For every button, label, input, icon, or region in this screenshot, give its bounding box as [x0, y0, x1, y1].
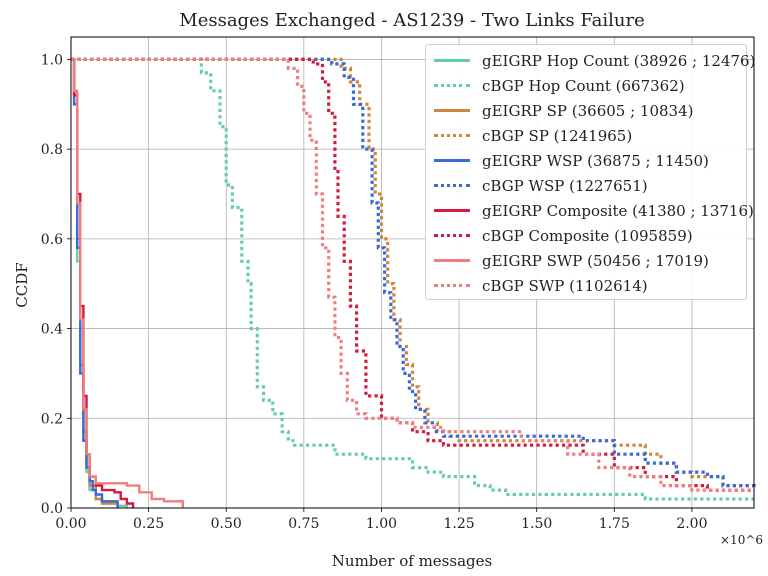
legend-item: gEIGRP SP (36605 ; 10834) [434, 98, 693, 123]
y-tick-label: 0.0 [41, 501, 63, 517]
x-axis-multiplier: ×10^6 [720, 533, 764, 547]
legend-swatch [434, 184, 470, 187]
legend-label: gEIGRP WSP (36875 ; 11450) [482, 151, 709, 170]
legend-swatch [434, 159, 470, 162]
legend-swatch [434, 134, 470, 137]
axes-frame [70, 36, 755, 509]
x-tick-label: 0.75 [288, 516, 319, 532]
legend-item: gEIGRP Hop Count (38926 ; 12476) [434, 48, 755, 73]
series-line-2 [71, 57, 754, 501]
y-tick-label: 0.2 [41, 411, 63, 427]
chart-title: Messages Exchanged - AS1239 - Two Links … [179, 10, 645, 31]
legend-label: gEIGRP SP (36605 ; 10834) [482, 101, 694, 120]
legend-label: cBGP SP (1241965) [482, 126, 633, 145]
series-line-9 [71, 58, 184, 508]
x-tick-label: 1.75 [599, 516, 630, 532]
legend-item: gEIGRP Composite (41380 ; 13716) [434, 198, 754, 223]
series-line-10 [71, 57, 754, 492]
legend-label: cBGP Composite (1095859) [482, 226, 693, 245]
legend-label: cBGP Hop Count (667362) [482, 76, 685, 95]
legend-swatch [434, 209, 470, 212]
x-tick-label: 1.25 [443, 516, 474, 532]
x-tick-label: 2.00 [676, 516, 707, 532]
legend-item: gEIGRP SWP (50456 ; 17019) [434, 248, 709, 273]
legend-label: cBGP SWP (1102614) [482, 276, 648, 295]
legend-label: cBGP WSP (1227651) [482, 176, 648, 195]
legend-label: gEIGRP Hop Count (38926 ; 12476) [482, 51, 756, 70]
legend-item: gEIGRP WSP (36875 ; 11450) [434, 148, 709, 173]
x-tick-label: 0.50 [211, 516, 242, 532]
x-axis-label: Number of messages [331, 552, 493, 570]
legend-item: cBGP SP (1241965) [434, 123, 632, 148]
legend-item: cBGP Composite (1095859) [434, 223, 693, 248]
legend-label: gEIGRP Composite (41380 ; 13716) [482, 201, 754, 220]
x-tick-label: 0.00 [55, 516, 86, 532]
y-tick-label: 0.8 [41, 142, 63, 158]
x-tick-label: 0.25 [133, 516, 164, 532]
legend-swatch [434, 259, 470, 262]
legend-swatch [434, 84, 470, 87]
y-tick-label: 0.4 [41, 322, 63, 338]
y-tick-label: 1.0 [41, 52, 63, 68]
x-tick-label: 1.00 [366, 516, 397, 532]
series-line-4 [71, 57, 756, 491]
legend-swatch [434, 109, 470, 112]
legend: gEIGRP Hop Count (38926 ; 12476) cBGP Hop… [425, 44, 755, 300]
legend-label: gEIGRP SWP (50456 ; 17019) [482, 251, 709, 270]
y-axis-label: CCDF [13, 262, 31, 308]
x-tick-label: 1.50 [521, 516, 552, 532]
legend-item: cBGP Hop Count (667362) [434, 73, 685, 98]
y-tick-label: 0.6 [41, 232, 63, 248]
legend-item: cBGP SWP (1102614) [434, 273, 648, 298]
legend-swatch [434, 284, 470, 287]
legend-swatch [434, 59, 470, 62]
legend-item: cBGP WSP (1227651) [434, 173, 648, 198]
legend-swatch [434, 234, 470, 237]
